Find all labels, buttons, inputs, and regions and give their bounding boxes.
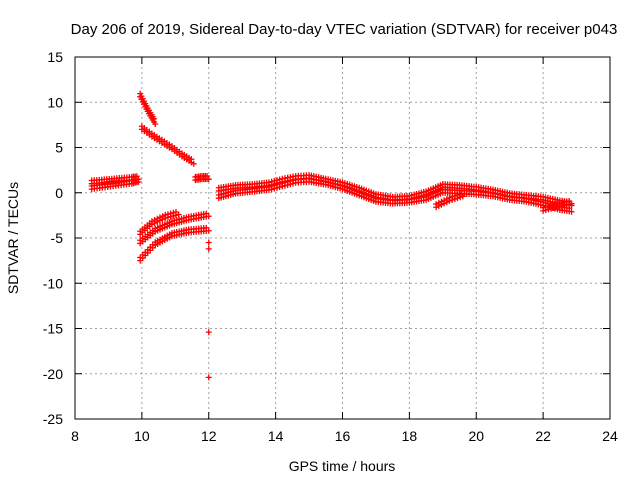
seg-low-3-point — [205, 227, 212, 234]
seg-isolated-point — [205, 239, 212, 246]
axis-ticks: 8 10 12 14 16 18 20 22 24 15 10 5 0 -5 -10 -15 -20 -25 — [43, 49, 618, 444]
seg-steep-point — [150, 115, 157, 122]
seg-low-2-point — [205, 213, 212, 220]
y-axis-label: SDTVAR / TECUs — [5, 182, 21, 294]
seg-main-lower-point — [568, 208, 575, 215]
y-tick-label: 10 — [47, 94, 63, 110]
x-axis-label: GPS time / hours — [289, 458, 396, 474]
x-tick-label: 22 — [535, 428, 551, 444]
seg-isolated-point — [205, 329, 212, 336]
seg-upper-decline-point — [190, 160, 197, 167]
y-tick-label: 0 — [55, 185, 63, 201]
data-points — [88, 90, 575, 381]
y-tick-label: -5 — [51, 230, 64, 246]
x-tick-label: 20 — [468, 428, 484, 444]
y-tick-label: -20 — [43, 366, 63, 382]
y-tick-label: -25 — [43, 411, 63, 427]
seg-upper-decline-point — [188, 156, 195, 163]
chart-title: Day 206 of 2019, Sidereal Day-to-day VTE… — [71, 21, 618, 38]
y-tick-label: 15 — [47, 49, 63, 65]
grid — [75, 57, 610, 419]
y-tick-label: -10 — [43, 275, 63, 291]
seg-tail-point — [568, 200, 575, 207]
x-tick-label: 18 — [402, 428, 418, 444]
x-tick-label: 10 — [134, 428, 150, 444]
seg-isolated-point — [205, 374, 212, 381]
x-tick-label: 8 — [71, 428, 79, 444]
seg-early-low-point — [135, 178, 142, 185]
seg-steep-point — [152, 120, 159, 127]
seg-short-1-point — [205, 176, 212, 183]
x-tick-label: 16 — [335, 428, 351, 444]
seg-isolated-point — [205, 245, 212, 252]
x-tick-label: 14 — [268, 428, 284, 444]
x-tick-label: 24 — [602, 428, 618, 444]
y-tick-label: -15 — [43, 321, 63, 337]
y-tick-label: 5 — [55, 140, 63, 156]
x-tick-label: 12 — [201, 428, 217, 444]
seg-ledge-point — [459, 193, 466, 200]
seg-short-1-point — [204, 173, 211, 180]
